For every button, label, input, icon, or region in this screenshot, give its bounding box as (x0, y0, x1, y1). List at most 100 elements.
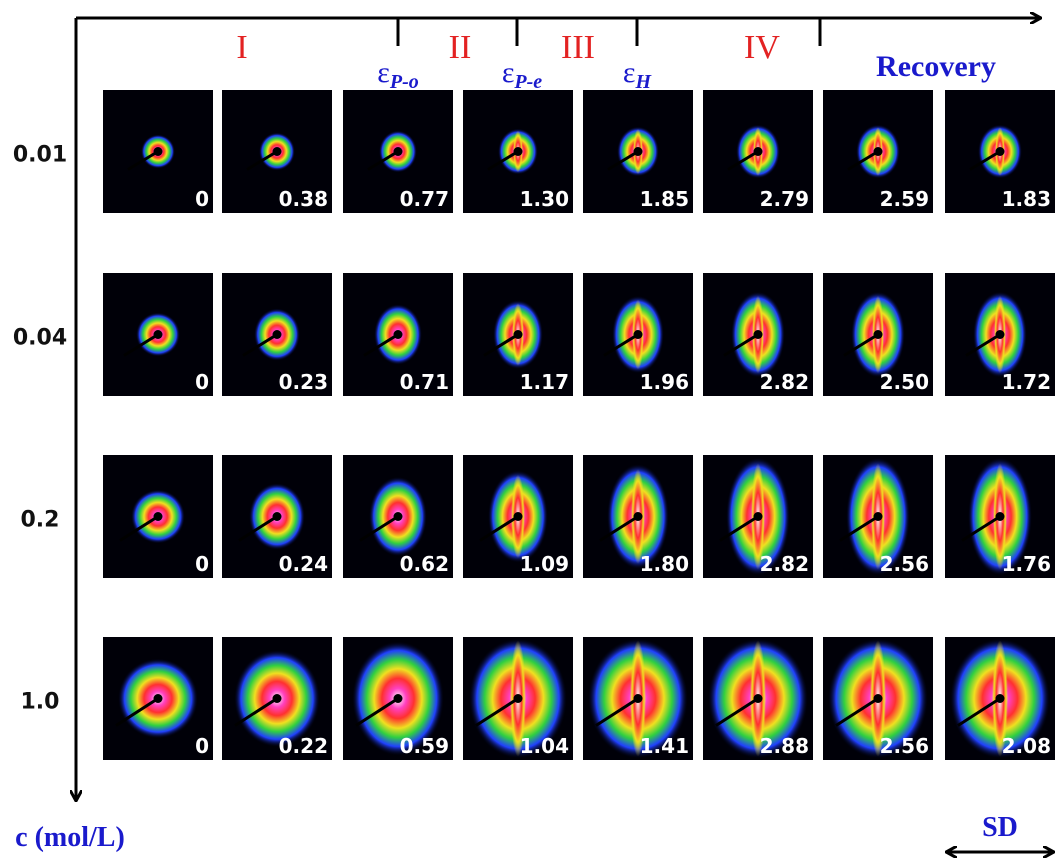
beamstop (273, 147, 282, 156)
strain-value: 0.22 (279, 734, 328, 758)
strain-value: 0 (195, 552, 209, 576)
strain-value: 0.62 (400, 552, 449, 576)
strain-value: 0.77 (400, 187, 449, 211)
scattering-pattern: 1.85 (583, 90, 693, 213)
strain-value: 1.17 (520, 370, 569, 394)
beamstop (634, 694, 643, 703)
scattering-pattern: 0.59 (343, 637, 453, 760)
strain-value: 1.72 (1002, 370, 1051, 394)
beamstop (996, 147, 1005, 156)
scattering-pattern: 1.04 (463, 637, 573, 760)
scattering-pattern: 2.79 (703, 90, 813, 213)
stage-label: II (449, 29, 472, 66)
strain-value: 0 (195, 734, 209, 758)
beamstop (874, 694, 883, 703)
strain-marker: εP-o (377, 56, 419, 93)
strain-symbol: ε (502, 56, 515, 89)
strain-value: 1.76 (1002, 552, 1051, 576)
beamstop (394, 330, 403, 339)
strain-value: 0 (195, 187, 209, 211)
row-label: 0.2 (21, 508, 60, 533)
strain-symbol: ε (623, 56, 636, 89)
strain-value: 2.82 (760, 370, 809, 394)
beamstop (514, 147, 523, 156)
strain-value: 1.04 (520, 734, 569, 758)
scattering-pattern: 1.96 (583, 273, 693, 396)
beamstop (514, 512, 523, 521)
beamstop (874, 512, 883, 521)
stage-label: I (236, 29, 247, 66)
scattering-pattern: 0.23 (222, 273, 332, 396)
strain-value: 1.80 (640, 552, 689, 576)
strain-value: 2.08 (1002, 734, 1051, 758)
scattering-pattern: 2.88 (703, 637, 813, 760)
strain-value: 0.24 (279, 552, 328, 576)
strain-value: 2.50 (880, 370, 929, 394)
beamstop (754, 330, 763, 339)
beamstop (394, 512, 403, 521)
beamstop (996, 512, 1005, 521)
beamstop (996, 330, 1005, 339)
beamstop (273, 330, 282, 339)
scattering-pattern: 1.72 (945, 273, 1055, 396)
scattering-pattern: 1.17 (463, 273, 573, 396)
stage-label: IV (744, 29, 780, 66)
row-label: 0.01 (13, 143, 67, 168)
strain-value: 1.09 (520, 552, 569, 576)
scattering-pattern: 0.62 (343, 455, 453, 578)
beamstop (634, 512, 643, 521)
strain-value: 2.56 (880, 734, 929, 758)
beamstop (996, 694, 1005, 703)
beamstop (154, 512, 163, 521)
strain-marker: εP-e (502, 56, 542, 93)
scattering-pattern: 0.24 (222, 455, 332, 578)
strain-value: 2.79 (760, 187, 809, 211)
figure: I II III IV εP-o εP-e εH Recovery c (mol… (0, 0, 1062, 862)
beamstop (754, 147, 763, 156)
beamstop (754, 512, 763, 521)
strain-value: 1.96 (640, 370, 689, 394)
scattering-pattern: 1.30 (463, 90, 573, 213)
scattering-pattern: 2.59 (823, 90, 933, 213)
beamstop (634, 330, 643, 339)
strain-value: 2.59 (880, 187, 929, 211)
beamstop (273, 694, 282, 703)
stage-label: III (561, 29, 595, 66)
scattering-pattern: 0.77 (343, 90, 453, 213)
scattering-pattern: 0.22 (222, 637, 332, 760)
strain-value: 0.71 (400, 370, 449, 394)
beamstop (514, 694, 523, 703)
strain-value: 1.85 (640, 187, 689, 211)
beamstop (154, 694, 163, 703)
recovery-label: Recovery (876, 50, 996, 83)
scattering-pattern: 2.56 (823, 637, 933, 760)
beamstop (634, 147, 643, 156)
strain-value: 2.88 (760, 734, 809, 758)
strain-value: 1.30 (520, 187, 569, 211)
row-label: 1.0 (21, 690, 60, 715)
beamstop (754, 694, 763, 703)
row-label: 0.04 (13, 326, 67, 351)
strain-value: 1.83 (1002, 187, 1051, 211)
strain-value: 2.56 (880, 552, 929, 576)
scattering-pattern: 1.80 (583, 455, 693, 578)
sd-label: SD (982, 812, 1018, 843)
scattering-pattern: 0 (103, 90, 213, 213)
scattering-pattern: 2.82 (703, 455, 813, 578)
strain-value: 0.23 (279, 370, 328, 394)
scattering-pattern: 0 (103, 637, 213, 760)
scattering-pattern: 0 (103, 273, 213, 396)
beamstop (273, 512, 282, 521)
strain-value: 1.41 (640, 734, 689, 758)
scattering-pattern: 0.38 (222, 90, 332, 213)
scattering-pattern: 1.83 (945, 90, 1055, 213)
beamstop (154, 147, 163, 156)
scattering-pattern: 2.56 (823, 455, 933, 578)
strain-marker: εH (623, 56, 653, 93)
beamstop (394, 694, 403, 703)
strain-subscript: P-o (389, 71, 419, 93)
beamstop (874, 330, 883, 339)
strain-subscript: H (635, 71, 653, 93)
beamstop (874, 147, 883, 156)
